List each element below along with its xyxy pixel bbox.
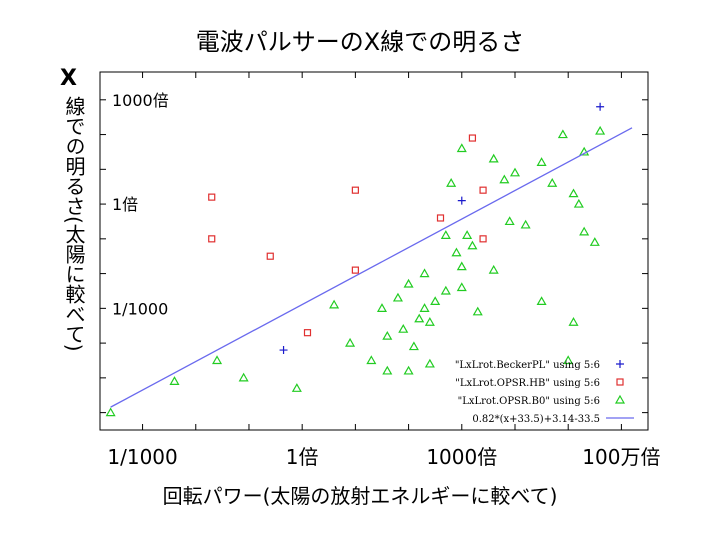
y-axis-label: 線での明るさ(太陽に較べて): [62, 96, 86, 352]
data-point-triangle: [376, 303, 388, 312]
data-point-triangle: [456, 143, 467, 153]
data-point-triangle: [557, 129, 568, 139]
data-point-triangle: [456, 282, 467, 292]
data-point-triangle: [467, 240, 478, 250]
x-tick-label: 1000倍: [426, 445, 497, 469]
data-point-triangle: [520, 219, 531, 229]
plot-frame: [99, 71, 649, 431]
data-point-triangle: [169, 376, 180, 385]
data-point-square: [351, 186, 359, 194]
legend-swatch: [616, 378, 624, 386]
data-point-triangle: [589, 237, 600, 246]
data-point-triangle: [451, 247, 462, 257]
data-point-triangle: [573, 198, 584, 208]
data-point-triangle: [472, 306, 483, 316]
data-point-triangle: [536, 296, 547, 305]
data-point-square: [479, 186, 487, 194]
data-point-square: [266, 252, 274, 260]
legend-label: "LxLrot.OPSR.B0" using 5:6: [458, 396, 600, 407]
data-point-triangle: [579, 146, 590, 156]
data-point-triangle: [440, 285, 451, 295]
data-point-triangle: [563, 355, 574, 365]
x-tick-label: 1/1000: [107, 445, 177, 469]
data-point-triangle: [547, 178, 558, 187]
data-point-square: [479, 235, 487, 243]
data-point-triangle: [568, 188, 579, 198]
data-point-triangle: [329, 299, 340, 309]
chart-title: 電波パルサーのX線での明るさ: [195, 28, 525, 56]
x-tick-label: 1倍: [286, 445, 319, 469]
data-point-triangle: [366, 355, 377, 365]
data-point-triangle: [398, 323, 409, 333]
data-point-square: [208, 235, 216, 243]
data-point-triangle: [488, 264, 499, 274]
y-tick-label: 1000倍: [112, 91, 169, 110]
data-point-triangle: [568, 317, 579, 326]
fit-line: [110, 127, 633, 408]
legend-label: "LxLrot.BeckerPL" using 5:6: [455, 360, 600, 371]
data-point-triangle: [392, 292, 403, 302]
data-point-triangle: [408, 341, 419, 351]
data-point-triangle: [446, 178, 457, 187]
x-axis-label: 回転パワー(太陽の放射エネルギーに較べて): [162, 484, 558, 508]
data-point-plus: [596, 102, 605, 111]
data-point-triangle: [595, 125, 606, 135]
data-point-triangle: [105, 407, 116, 417]
data-point-triangle: [382, 365, 393, 375]
data-point-triangle: [462, 230, 473, 239]
data-point-square: [468, 134, 477, 142]
data-point-triangle: [403, 278, 414, 288]
data-point-triangle: [291, 383, 302, 392]
y-tick-label: 1/1000: [112, 299, 168, 318]
data-point-triangle: [414, 313, 425, 323]
data-point-triangle: [419, 303, 430, 312]
data-point-triangle: [424, 358, 435, 368]
legend-label: "LxLrot.OPSR.HB" using 5:6: [455, 378, 600, 389]
data-point-triangle: [488, 153, 499, 163]
legend-label: 0.82*(x+33.5)+3.14-33.5: [472, 414, 600, 425]
data-point-square: [303, 329, 312, 337]
data-point-triangle: [440, 230, 451, 239]
data-point-triangle: [238, 372, 249, 382]
data-point-triangle: [504, 216, 515, 226]
data-point-triangle: [345, 337, 356, 347]
data-point-triangle: [579, 226, 590, 236]
data-point-triangle: [509, 167, 521, 177]
data-point-plus: [457, 196, 466, 205]
data-point-triangle: [424, 317, 435, 326]
data-point-square: [436, 214, 445, 222]
data-point-triangle: [382, 330, 393, 340]
legend-swatch: [614, 394, 626, 404]
data-point-triangle: [419, 268, 430, 278]
data-point-triangle: [212, 355, 223, 365]
y-tick-label: 1倍: [112, 195, 138, 214]
data-point-plus: [279, 346, 288, 355]
data-point-square: [351, 266, 359, 274]
x-tick-label: 100万倍: [582, 445, 660, 469]
data-point-triangle: [403, 365, 414, 375]
legend-swatch: [616, 360, 624, 368]
data-point-triangle: [430, 296, 441, 305]
data-point-triangle: [456, 261, 467, 271]
data-point-triangle: [536, 157, 547, 166]
data-point-square: [208, 193, 216, 201]
data-point-triangle: [499, 174, 510, 184]
y-axis-label-x: X: [60, 66, 77, 91]
